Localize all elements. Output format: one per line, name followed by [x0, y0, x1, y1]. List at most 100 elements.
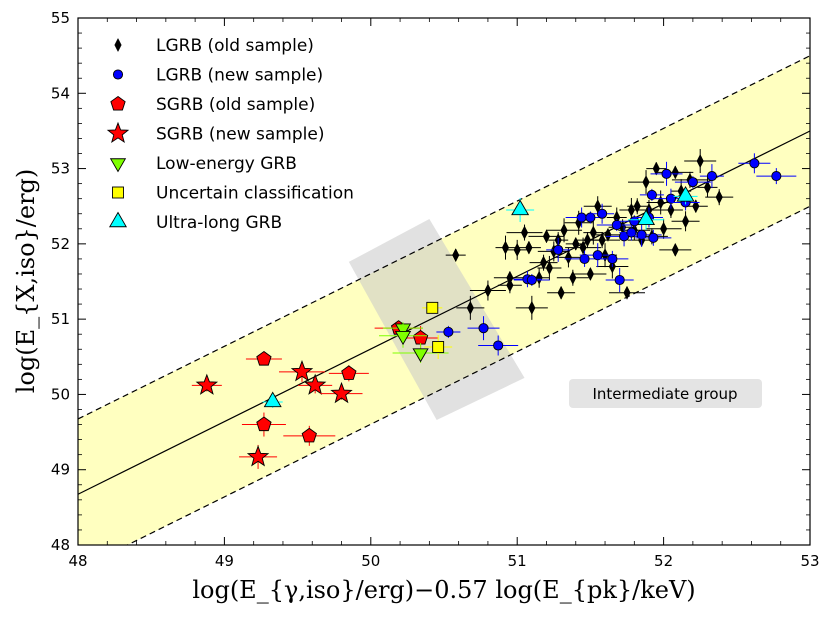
legend-item-uncertain: Uncertain classification [112, 184, 354, 204]
y-tick-label: 51 [51, 310, 70, 328]
point-lgrb_old [506, 278, 514, 293]
point-lgrb_old [452, 248, 460, 263]
annotation-box [569, 379, 762, 408]
point-lgrb_old [520, 225, 529, 240]
point-lgrb_old [692, 199, 700, 214]
point-lgrb_new [443, 326, 454, 337]
band-upper-line [78, 55, 810, 420]
point-lgrb_old [501, 240, 510, 255]
point-lgrb_new [607, 253, 618, 264]
x-tick-label: 53 [800, 552, 819, 570]
y-tick-label: 49 [51, 461, 70, 479]
series-sgrb_new [191, 360, 363, 469]
intermediate-group-annotation: Intermediate group [569, 379, 762, 408]
point-ultra_long [676, 186, 695, 202]
y-tick-label: 52 [51, 235, 70, 253]
point-lgrb_old [671, 242, 679, 257]
legend-label: LGRB (new sample) [156, 66, 323, 86]
point-lgrb_new [493, 340, 504, 351]
point-lgrb_new [665, 193, 676, 204]
legend-label: SGRB (old sample) [156, 95, 315, 115]
point-lgrb_old [696, 153, 704, 169]
point-lgrb_old [572, 236, 580, 251]
y-tick-label: 48 [51, 536, 70, 554]
point-lgrb_old [598, 233, 606, 248]
point-lgrb_new [585, 212, 596, 223]
point-lgrb_old [506, 270, 514, 285]
series-uncertain [422, 301, 453, 359]
y-tick-label: 53 [51, 160, 70, 178]
point-lgrb_new [687, 177, 698, 188]
y-tick-label: 50 [51, 385, 70, 403]
x-tick-label: 52 [654, 552, 673, 570]
x-tick-label: 48 [68, 552, 87, 570]
point-lgrb_old [667, 202, 675, 218]
legend-marker-lgrb_new [112, 69, 124, 80]
legend-label: SGRB (new sample) [156, 125, 324, 145]
point-lgrb_old [623, 285, 631, 300]
point-lgrb_old [660, 221, 668, 236]
legend-marker-lgrb_old [114, 37, 122, 53]
point-lgrb_old [545, 260, 553, 276]
legend-marker-uncertain [112, 186, 124, 199]
plot-frame [77, 17, 811, 546]
point-lgrb_old [642, 175, 650, 190]
legend-label: Ultra-long GRB [156, 213, 282, 233]
point-lgrb_old [715, 190, 723, 205]
legend-marker-sgrb_new [106, 121, 130, 144]
point-lgrb_new [629, 216, 640, 227]
point-low_energy [394, 331, 412, 346]
x-tick-label: 51 [508, 552, 527, 570]
point-lgrb_old [703, 180, 712, 195]
point-lgrb_old [525, 240, 533, 255]
x-tick-label: 49 [215, 552, 234, 570]
point-sgrb_new [195, 373, 219, 395]
point-lgrb_new [614, 274, 625, 286]
point-lgrb_new [579, 253, 590, 264]
point-sgrb_old [301, 427, 317, 443]
legend-item-lgrb_new: LGRB (new sample) [112, 66, 323, 86]
point-lgrb_old [569, 270, 577, 285]
point-lgrb_old [528, 300, 536, 315]
point-lgrb_old [633, 199, 641, 214]
point-lgrb_new [597, 208, 608, 219]
point-lgrb_new [661, 168, 672, 179]
point-lgrb_old [586, 266, 594, 282]
point-sgrb_old [256, 416, 272, 432]
point-sgrb_old [341, 365, 357, 380]
point-lgrb_old [604, 227, 612, 242]
point-lgrb_new [648, 232, 659, 243]
point-lgrb_old [560, 223, 568, 238]
point-lgrb_new [478, 323, 489, 334]
point-lgrb_new [592, 250, 603, 261]
point-lgrb_old [539, 255, 548, 270]
legend-item-sgrb_new: SGRB (new sample) [106, 121, 324, 145]
y-axis-title: log(E_{X,iso}/erg) [12, 169, 40, 394]
point-lgrb_old [564, 250, 573, 265]
point-lgrb_new [646, 189, 657, 200]
series-lgrb_new [436, 153, 797, 356]
legend: LGRB (old sample) LGRB (new sample) SGRB (… [106, 36, 354, 233]
legend-label: Low-energy GRB [156, 154, 297, 174]
point-lgrb_new [706, 171, 717, 182]
point-ultra_long [511, 199, 530, 216]
point-lgrb_old [557, 285, 565, 300]
point-lgrb_new [749, 158, 760, 169]
intermediate-group-region [348, 219, 525, 421]
point-sgrb_new [330, 381, 353, 404]
point-lgrb_new [553, 244, 564, 255]
point-lgrb_old [466, 300, 474, 315]
y-tick-label: 54 [51, 84, 70, 102]
point-lgrb_old [681, 214, 690, 229]
legend-marker-ultra_long [108, 211, 128, 228]
point-ultra_long [263, 391, 282, 408]
point-lgrb_new [626, 227, 637, 238]
point-ultra_long [637, 209, 656, 225]
point-uncertain [432, 341, 445, 353]
point-lgrb_new [771, 171, 782, 182]
band-lower-line [126, 205, 810, 545]
point-lgrb_old [535, 270, 543, 285]
point-sgrb_new [303, 373, 327, 395]
point-lgrb_old [627, 202, 635, 218]
point-lgrb_old [652, 161, 660, 176]
